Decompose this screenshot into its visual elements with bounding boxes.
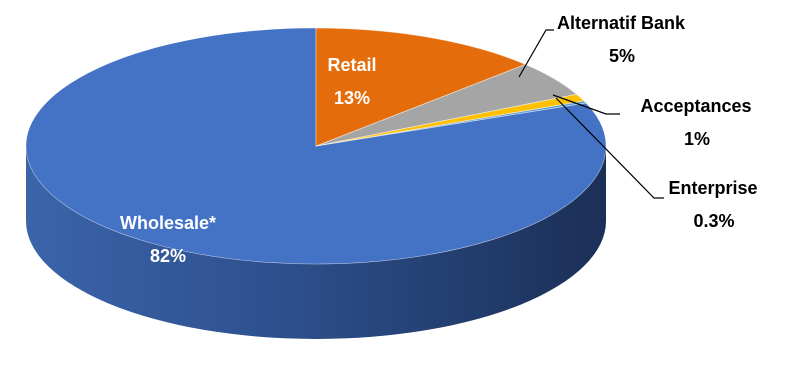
data-label-enterprise-value: 0.3%	[693, 211, 734, 231]
data-label-retail-value: 13%	[334, 88, 370, 108]
data-label-acceptances-value: 1%	[684, 129, 710, 149]
leader-line-enterprise	[555, 97, 664, 199]
pie-side-wall-shape	[26, 146, 606, 339]
data-label-wholesale-value: 82%	[150, 246, 186, 266]
data-label-alternatif-bank-name: Alternatif Bank	[557, 13, 686, 33]
data-label-retail-name: Retail	[327, 55, 376, 75]
data-label-acceptances-name: Acceptances	[640, 96, 751, 116]
leader-line-acceptances	[552, 94, 620, 115]
data-labels: Wholesale* 82% Retail 13% Alternatif Bank 5% A…	[120, 13, 758, 266]
leader-line-alternatif-bank	[518, 29, 554, 78]
leader-lines	[518, 29, 664, 199]
pie-side-wall	[26, 146, 606, 339]
pie-top-face	[25, 27, 607, 265]
data-label-alternatif-bank-value: 5%	[609, 46, 635, 66]
data-label-wholesale-name: Wholesale*	[120, 213, 216, 233]
data-label-enterprise-name: Enterprise	[668, 178, 757, 198]
pie-slice-retail	[315, 27, 527, 147]
